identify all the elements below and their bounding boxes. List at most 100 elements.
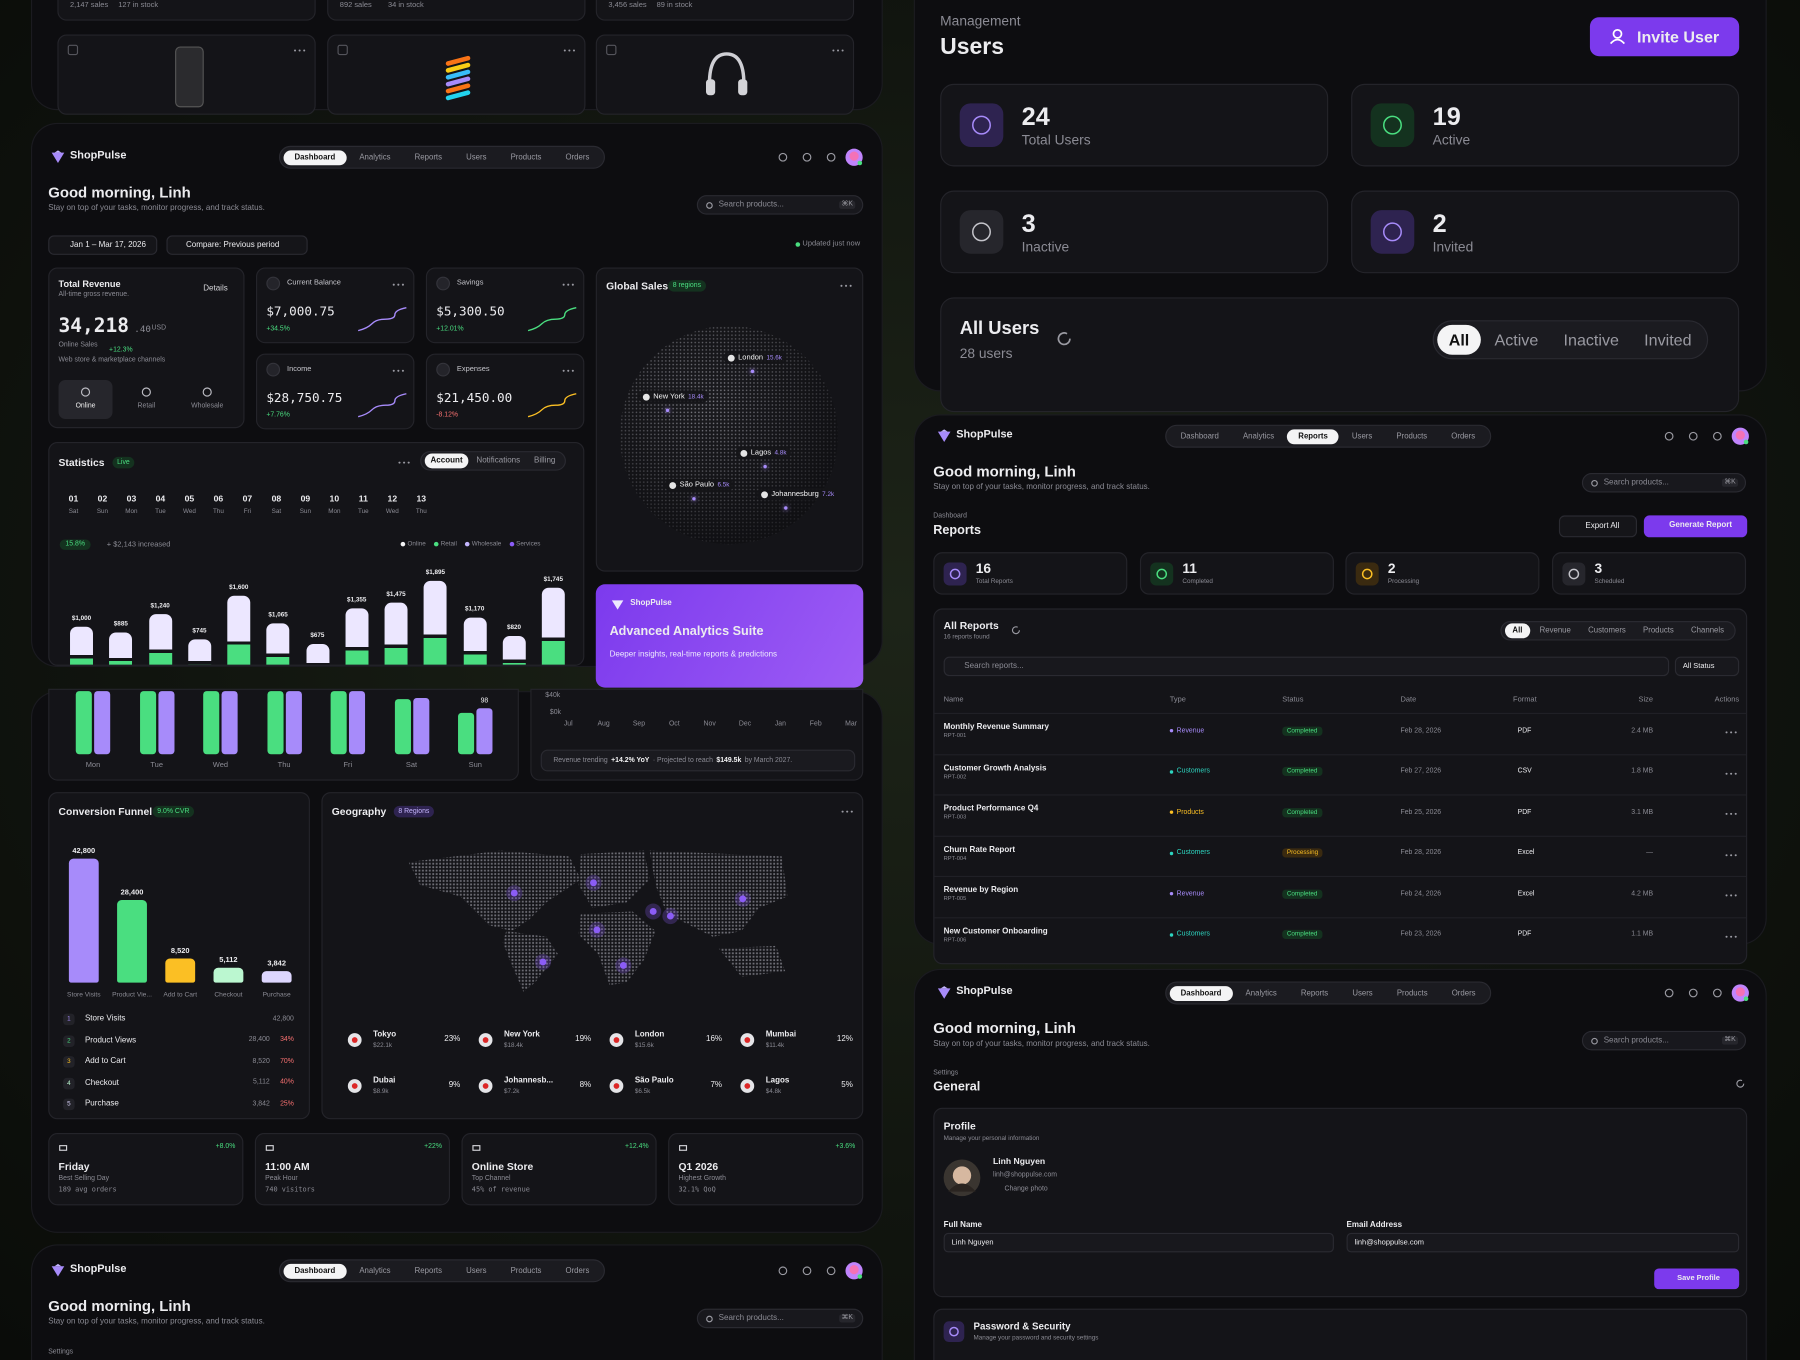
tab[interactable]: Account <box>424 453 469 469</box>
tab[interactable]: Analytics <box>359 153 391 162</box>
tab[interactable]: Billing <box>533 456 556 465</box>
invite-button[interactable]: Invite User <box>1589 17 1740 57</box>
tab[interactable]: Orders <box>565 1266 590 1275</box>
compare-button[interactable]: Compare: Previous period <box>166 235 308 255</box>
search-box[interactable]: Search products... ⌘K <box>696 195 864 215</box>
tab[interactable]: Channels <box>1691 626 1725 635</box>
tab[interactable]: Invited <box>1644 330 1692 349</box>
search-box[interactable]: Search products... ⌘K <box>1581 1030 1747 1051</box>
channel-tab[interactable]: Wholesale <box>180 380 234 419</box>
greeting-subtitle: Stay on top of your tasks, monitor progr… <box>933 483 1150 492</box>
more-button[interactable] <box>392 282 407 287</box>
statistics-tabs: Account Notifications Billing <box>420 451 566 471</box>
report-search[interactable]: Search reports... <box>943 656 1670 677</box>
avatar[interactable] <box>845 148 863 166</box>
header-icon[interactable] <box>826 152 836 162</box>
tab[interactable]: All <box>1504 623 1530 639</box>
city-marker <box>763 464 767 469</box>
avatar[interactable] <box>1731 427 1749 445</box>
header-icon[interactable] <box>778 152 788 162</box>
header-icon[interactable] <box>802 152 812 162</box>
text-input[interactable]: Linh Nguyen <box>943 1232 1334 1253</box>
tab[interactable]: Products <box>510 1266 542 1275</box>
header-icon[interactable] <box>802 1266 812 1276</box>
tab[interactable]: Products <box>1643 626 1674 635</box>
header-icon[interactable] <box>1712 431 1722 441</box>
avatar[interactable] <box>1731 984 1749 1002</box>
details-button[interactable]: Details <box>203 284 228 293</box>
refresh-button[interactable] <box>1736 1079 1745 1088</box>
header-icon[interactable] <box>1664 988 1674 998</box>
header-icon[interactable] <box>1688 988 1698 998</box>
tab[interactable]: Reports <box>414 153 443 162</box>
tab[interactable]: Dashboard <box>1180 432 1219 441</box>
refresh-button[interactable] <box>1011 626 1020 635</box>
tab[interactable]: Dashboard <box>283 149 347 165</box>
more-button[interactable] <box>1725 934 1739 939</box>
change-photo[interactable]: Change photo <box>1004 1185 1048 1193</box>
tab[interactable]: Dashboard <box>1169 985 1233 1001</box>
more-button[interactable] <box>562 282 577 287</box>
export-button[interactable]: Export All <box>1558 515 1637 538</box>
tab[interactable]: Reports <box>414 1266 443 1275</box>
tab[interactable]: Analytics <box>1242 432 1275 441</box>
tab[interactable]: Reports <box>1287 428 1339 444</box>
search-box[interactable]: Search products... ⌘K <box>696 1308 864 1329</box>
header-icon[interactable] <box>778 1266 788 1276</box>
tab[interactable]: Analytics <box>1245 988 1277 998</box>
channel-tab[interactable]: Retail <box>119 380 173 419</box>
more-button[interactable] <box>1725 893 1739 898</box>
header-icon[interactable] <box>1688 431 1698 441</box>
status-filter[interactable]: All Status <box>1674 656 1740 677</box>
text-input[interactable]: linh@shoppulse.com <box>1346 1232 1740 1253</box>
geography-card: Geography 8 Regions Tokyo $22.1k 23% New York… <box>321 792 864 1120</box>
tab[interactable]: Orders <box>565 153 590 162</box>
tab[interactable]: Customers <box>1588 626 1626 635</box>
date-range-button[interactable]: Jan 1 – Mar 17, 2026 <box>48 235 158 255</box>
tab[interactable]: Products <box>1396 988 1428 998</box>
header-icon[interactable] <box>1712 988 1722 998</box>
header-icon[interactable] <box>1664 431 1674 441</box>
tab[interactable]: Users <box>466 1266 487 1275</box>
generate-button[interactable]: Generate Report <box>1643 515 1748 538</box>
more-button[interactable] <box>840 284 854 289</box>
header-icon[interactable] <box>826 1266 836 1276</box>
tab[interactable]: Revenue <box>1539 626 1571 635</box>
tab[interactable]: Users <box>466 153 487 162</box>
more-button[interactable] <box>563 48 578 53</box>
funnel-stage-value: 5,112 <box>253 1079 270 1087</box>
tab[interactable]: Users <box>1351 432 1373 441</box>
channel-tab[interactable]: Online <box>58 379 113 420</box>
more-button[interactable] <box>1725 852 1739 857</box>
more-button[interactable] <box>1725 771 1739 776</box>
more-button[interactable] <box>562 368 577 373</box>
tab[interactable]: Notifications <box>476 456 521 465</box>
revenue-bar <box>266 623 290 665</box>
tab[interactable]: Orders <box>1451 988 1476 998</box>
more-button[interactable] <box>392 368 407 373</box>
more-button[interactable] <box>1725 812 1739 817</box>
tab[interactable]: Users <box>1352 988 1373 998</box>
more-button[interactable] <box>841 809 855 814</box>
funnel-rank: 3 <box>63 1056 75 1068</box>
tab[interactable]: Analytics <box>359 1266 391 1275</box>
tab[interactable]: Products <box>510 153 542 162</box>
dot <box>840 284 843 287</box>
save-button[interactable]: Save Profile <box>1654 1268 1740 1290</box>
more-button[interactable] <box>398 460 412 465</box>
tab[interactable]: Active <box>1494 330 1539 349</box>
tab[interactable]: Dashboard <box>283 1263 347 1279</box>
refresh-button[interactable] <box>1056 331 1072 347</box>
more-button[interactable] <box>832 48 846 53</box>
tab[interactable]: All <box>1437 324 1481 355</box>
more-button[interactable] <box>293 48 308 53</box>
tab[interactable]: Inactive <box>1563 330 1619 349</box>
date-weekday: Fri <box>243 508 252 516</box>
tab[interactable]: Products <box>1396 432 1428 441</box>
tab[interactable]: Reports <box>1300 988 1329 998</box>
tab[interactable]: Orders <box>1451 432 1476 441</box>
search-box[interactable]: Search products... ⌘K <box>1581 472 1747 493</box>
avatar[interactable] <box>845 1262 863 1280</box>
security-subtitle: Manage your password and security settin… <box>973 1335 1099 1342</box>
more-button[interactable] <box>1725 730 1739 735</box>
